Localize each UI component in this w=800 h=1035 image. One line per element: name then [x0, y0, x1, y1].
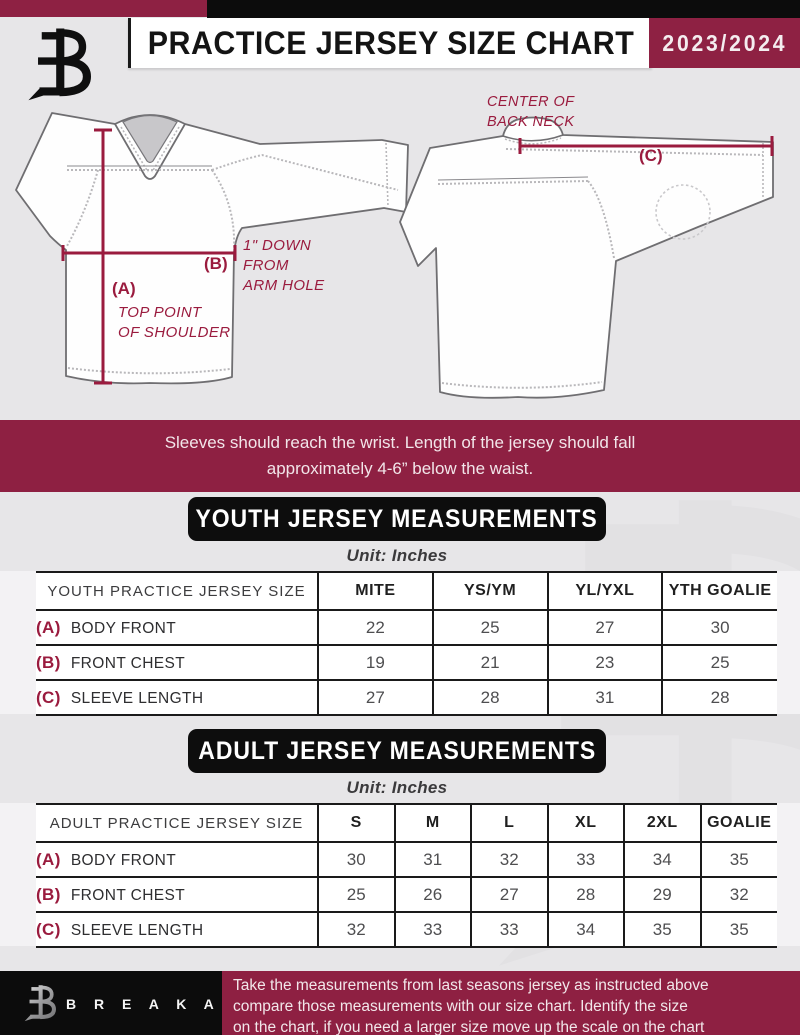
adult-section-title: ADULT JERSEY MEASUREMENTS	[198, 736, 596, 765]
cell-value: 25	[431, 609, 549, 646]
measure-key-c: (C)	[639, 146, 663, 165]
fit-note-banner: Sleeves should reach the wrist. Length o…	[0, 420, 800, 492]
cell-value: 31	[546, 679, 664, 716]
youth-unit-label: Unit: Inches	[346, 546, 448, 565]
cell-value: 29	[623, 876, 702, 913]
cell-value: 27	[317, 679, 434, 716]
row-key: (C)	[36, 919, 61, 939]
breakaway-logo-icon	[28, 28, 92, 101]
table-row: (C) SLEEVE LENGTH 32 33 33 34 35 35	[36, 911, 777, 948]
table-row: (B) FRONT CHEST 25 26 27 28 29 32	[36, 876, 777, 913]
youth-section-header: YOUTH JERSEY MEASUREMENTS	[188, 497, 606, 541]
cell-value: 28	[546, 876, 625, 913]
cell-value: 35	[699, 841, 777, 878]
footer-note-box: Take the measurements from last seasons …	[222, 971, 800, 1035]
row-label: SLEEVE LENGTH	[70, 921, 204, 939]
youth-size-header: YOUTH PRACTICE JERSEY SIZE	[36, 571, 319, 611]
season-badge: 2023/2024	[649, 18, 800, 68]
cell-value: 27	[546, 609, 664, 646]
cell-value: 34	[546, 911, 625, 948]
cell-value: 27	[470, 876, 549, 913]
row-label: SLEEVE LENGTH	[70, 689, 204, 707]
table-row: (C) SLEEVE LENGTH 27 28 31 28	[36, 679, 777, 716]
cell-value: 33	[470, 911, 549, 948]
cell-value: 30	[317, 841, 396, 878]
column-header: M	[393, 803, 472, 843]
back-jersey-diagram	[399, 116, 774, 399]
page-title-box: PRACTICE JERSEY SIZE CHART	[128, 18, 652, 68]
breakaway-footer-logo-icon	[24, 985, 57, 1022]
cell-value: 33	[393, 911, 472, 948]
page-title: PRACTICE JERSEY SIZE CHART	[148, 24, 635, 61]
column-header: 2XL	[623, 803, 702, 843]
cell-value: 25	[317, 876, 396, 913]
front-jersey-diagram	[15, 112, 409, 385]
cell-value: 34	[623, 841, 702, 878]
back-neck-caption: CENTER OF BACK NECK	[487, 94, 575, 130]
youth-section-title: YOUTH JERSEY MEASUREMENTS	[195, 504, 599, 533]
column-header: MITE	[317, 571, 434, 611]
row-label: BODY FRONT	[70, 619, 177, 637]
season-label: 2023/2024	[662, 29, 787, 56]
cell-value: 32	[470, 841, 549, 878]
table-row: (A) BODY FRONT 22 25 27 30	[36, 609, 777, 646]
row-key: (A)	[36, 849, 61, 869]
cell-value: 25	[661, 644, 777, 681]
table-row: (A) BODY FRONT 30 31 32 33 34 35	[36, 841, 777, 878]
cell-value: 26	[393, 876, 472, 913]
column-header: YTH GOALIE	[661, 571, 777, 611]
column-header: S	[317, 803, 396, 843]
adult-size-table: ADULT PRACTICE JERSEY SIZE S M L XL 2XL …	[36, 803, 777, 948]
column-header: YL/YXL	[546, 571, 664, 611]
table-header-row: YOUTH PRACTICE JERSEY SIZE MITE YS/YM YL…	[36, 571, 777, 611]
header-maroon-strip	[0, 0, 207, 17]
measure-caption-a: TOP POINT OF SHOULDER	[118, 304, 231, 341]
row-label: BODY FRONT	[70, 851, 177, 869]
column-header: YS/YM	[431, 571, 549, 611]
cell-value: 28	[661, 679, 777, 716]
row-label: FRONT CHEST	[70, 886, 186, 904]
cell-value: 31	[393, 841, 472, 878]
adult-section-header: ADULT JERSEY MEASUREMENTS	[188, 729, 606, 773]
fit-note-line1: Sleeves should reach the wrist. Length o…	[164, 433, 636, 452]
footer-brand-box: B R E A K A W A Y	[0, 971, 298, 1035]
cell-value: 22	[317, 609, 434, 646]
row-label: FRONT CHEST	[70, 654, 186, 672]
table-header-row: ADULT PRACTICE JERSEY SIZE S M L XL 2XL …	[36, 803, 777, 843]
cell-value: 33	[546, 841, 625, 878]
cell-value: 23	[546, 644, 664, 681]
row-key: (B)	[36, 652, 61, 672]
cell-value: 32	[699, 876, 777, 913]
row-key: (B)	[36, 884, 61, 904]
adult-size-header: ADULT PRACTICE JERSEY SIZE	[36, 803, 319, 843]
column-header: GOALIE	[699, 803, 777, 843]
column-header: L	[470, 803, 549, 843]
table-row: (B) FRONT CHEST 19 21 23 25	[36, 644, 777, 681]
row-key: (A)	[36, 617, 61, 637]
header-black-strip	[207, 0, 800, 20]
row-key: (C)	[36, 687, 61, 707]
fit-note-line2: approximately 4-6” below the waist.	[266, 459, 534, 478]
column-header: XL	[546, 803, 625, 843]
cell-value: 28	[431, 679, 549, 716]
youth-size-table: YOUTH PRACTICE JERSEY SIZE MITE YS/YM YL…	[36, 571, 777, 716]
measure-key-b: (B)	[204, 254, 228, 273]
cell-value: 35	[623, 911, 702, 948]
measure-caption-b: 1" DOWN FROM ARM HOLE	[243, 237, 325, 294]
cell-value: 32	[317, 911, 396, 948]
adult-unit-label: Unit: Inches	[346, 778, 448, 797]
cell-value: 19	[317, 644, 434, 681]
cell-value: 35	[699, 911, 777, 948]
cell-value: 30	[661, 609, 777, 646]
cell-value: 21	[431, 644, 549, 681]
measure-key-a: (A)	[112, 279, 136, 298]
footer-note-text: Take the measurements from last seasons …	[233, 977, 709, 1035]
